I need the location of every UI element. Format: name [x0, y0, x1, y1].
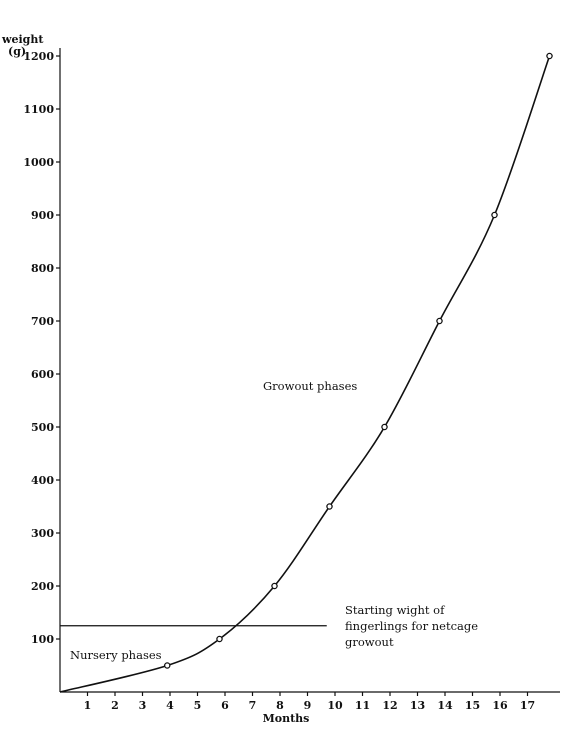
y-tick-label: 700	[31, 315, 54, 328]
growth-curve	[59, 55, 551, 693]
data-points	[163, 52, 553, 669]
x-axis-title: Months	[263, 712, 310, 725]
data-point	[381, 423, 388, 431]
growout-phases-label: Growout phases	[263, 379, 357, 393]
x-tick-label: 11	[355, 699, 370, 712]
data-point	[271, 582, 278, 590]
x-tick-label: 16	[492, 699, 508, 712]
x-tick-label: 2	[111, 699, 119, 712]
y-tick-label: 600	[31, 368, 54, 381]
data-point	[546, 52, 553, 60]
x-tick-label: 1	[84, 699, 92, 712]
data-point	[491, 211, 498, 219]
x-tick-label: 12	[382, 699, 397, 712]
starting-weight-label-line2: fingerlings for netcage	[345, 619, 478, 633]
y-tick-label: 800	[31, 262, 54, 275]
starting-weight-label-line3: growout	[345, 635, 394, 649]
y-axis-title: weight	[1, 33, 44, 46]
y-tick-label: 200	[31, 580, 54, 593]
starting-weight-label-line1: Starting wight of	[345, 603, 445, 617]
x-tick-label: 15	[465, 699, 480, 712]
y-tick-label: 300	[31, 527, 54, 540]
data-point	[436, 317, 443, 325]
x-tick-label: 9	[304, 699, 312, 712]
y-tick-label: 900	[31, 209, 54, 222]
data-point	[326, 503, 333, 510]
y-tick-label: 500	[31, 421, 54, 434]
x-tick-label: 13	[410, 699, 425, 712]
x-tick-label: 8	[276, 699, 284, 712]
data-point	[216, 635, 223, 643]
x-tick-label: 6	[221, 699, 229, 712]
y-tick-label: 1200	[23, 50, 54, 63]
x-tick-label: 7	[249, 699, 257, 712]
y-tick-label: 1100	[23, 103, 54, 116]
nursery-phases-label: Nursery phases	[70, 648, 162, 662]
x-tick-label: 10	[327, 699, 343, 712]
x-tick-label: 4	[166, 699, 174, 712]
y-tick-label: 400	[31, 474, 54, 487]
data-point	[163, 662, 171, 669]
y-tick-label: 100	[31, 633, 54, 646]
y-ticks: 100 200 300 400 500 600 700 800 900 1000 1100 1200	[23, 50, 60, 646]
x-tick-label: 3	[139, 699, 147, 712]
x-tick-label: 5	[194, 699, 202, 712]
x-tick-label: 17	[520, 699, 535, 712]
x-ticks: 1 2 3 4 5 6 7 8 9 10 11 12 13 14 15 16 17	[84, 692, 535, 712]
x-tick-label: 14	[437, 699, 453, 712]
y-axis-unit: (g)	[8, 45, 26, 58]
y-tick-label: 1000	[23, 156, 54, 169]
